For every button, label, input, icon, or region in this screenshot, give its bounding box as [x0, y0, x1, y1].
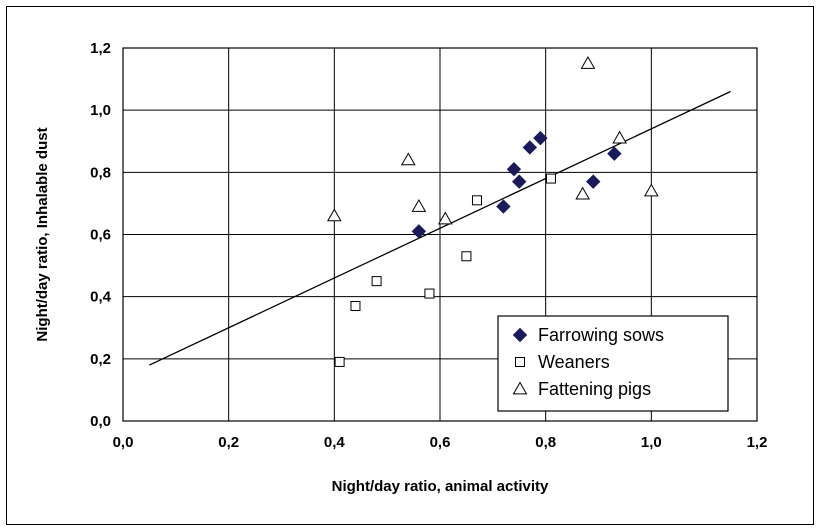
data-points [326, 56, 659, 367]
fattening-pigs-point [643, 183, 659, 197]
y-tick-label: 0,6 [90, 227, 111, 244]
x-axis-title: Night/day ratio, animal activity [332, 478, 549, 495]
x-tick-label: 0,8 [535, 434, 556, 451]
y-axis-title: Night/day ratio, Inhalable dust [34, 127, 51, 341]
farrowing-sows-point [506, 162, 522, 177]
weaners-point [424, 288, 435, 299]
tick-labels: 0,0 0,2 0,4 0,6 0,8 1,0 1,2 0,0 0,2 0,4 0,6 0,8 1,0 1… [90, 40, 767, 451]
y-tick-label: 0,2 [90, 351, 111, 368]
farrowing-sows-point [607, 146, 622, 161]
farrowing-sows-point [411, 224, 427, 239]
fattening-pigs-point [326, 208, 342, 222]
fattening-pigs-point [612, 130, 627, 144]
weaners-point [371, 276, 382, 287]
axes [122, 47, 758, 422]
y-tick-label: 0,4 [90, 289, 112, 306]
regression-line [149, 90, 731, 366]
farrowing-sows-point [533, 130, 548, 146]
fattening-pigs-point [400, 152, 416, 166]
legend: Farrowing sows Weaners Fattening pigs [497, 315, 729, 412]
fattening-pigs-point [411, 199, 427, 212]
x-tick-label: 0,6 [430, 434, 451, 451]
x-tick-label: 1,2 [747, 434, 768, 451]
farrowing-sows-point [496, 199, 511, 214]
x-tick-label: 1,0 [641, 434, 662, 451]
plot-area-border [122, 47, 758, 422]
legend-weaners-marker [515, 357, 525, 367]
y-tick-label: 1,0 [90, 102, 111, 119]
trendline [149, 90, 731, 366]
weaners-point [461, 251, 472, 262]
farrowing-sows-point [586, 174, 601, 189]
legend-farrowing-sows-label: Farrowing sows [538, 325, 664, 345]
farrowing-sows-point [522, 140, 538, 155]
farrowing-sows-point [512, 174, 527, 189]
y-tick-label: 0,8 [90, 164, 111, 181]
fattening-pigs-point [437, 211, 453, 225]
x-tick-label: 0,4 [324, 434, 346, 451]
legend-fattening-pigs-label: Fattening pigs [538, 379, 651, 399]
chart-frame [6, 6, 814, 525]
legend-farrowing-sows-marker [512, 327, 528, 343]
legend-fattening-pigs-marker [512, 381, 528, 395]
legend-box [497, 315, 729, 412]
weaners-point [545, 173, 556, 184]
y-tick-label: 0,0 [90, 413, 111, 430]
fattening-pigs-point [580, 56, 596, 69]
x-tick-label: 0,2 [218, 434, 239, 451]
x-tick-label: 0,0 [113, 434, 134, 451]
legend-weaners-label: Weaners [538, 352, 610, 372]
y-tick-label: 1,2 [90, 40, 111, 57]
weaners-point [350, 300, 361, 311]
weaners-point [471, 195, 482, 206]
weaners-point [334, 356, 345, 367]
fattening-pigs-point [575, 186, 591, 200]
